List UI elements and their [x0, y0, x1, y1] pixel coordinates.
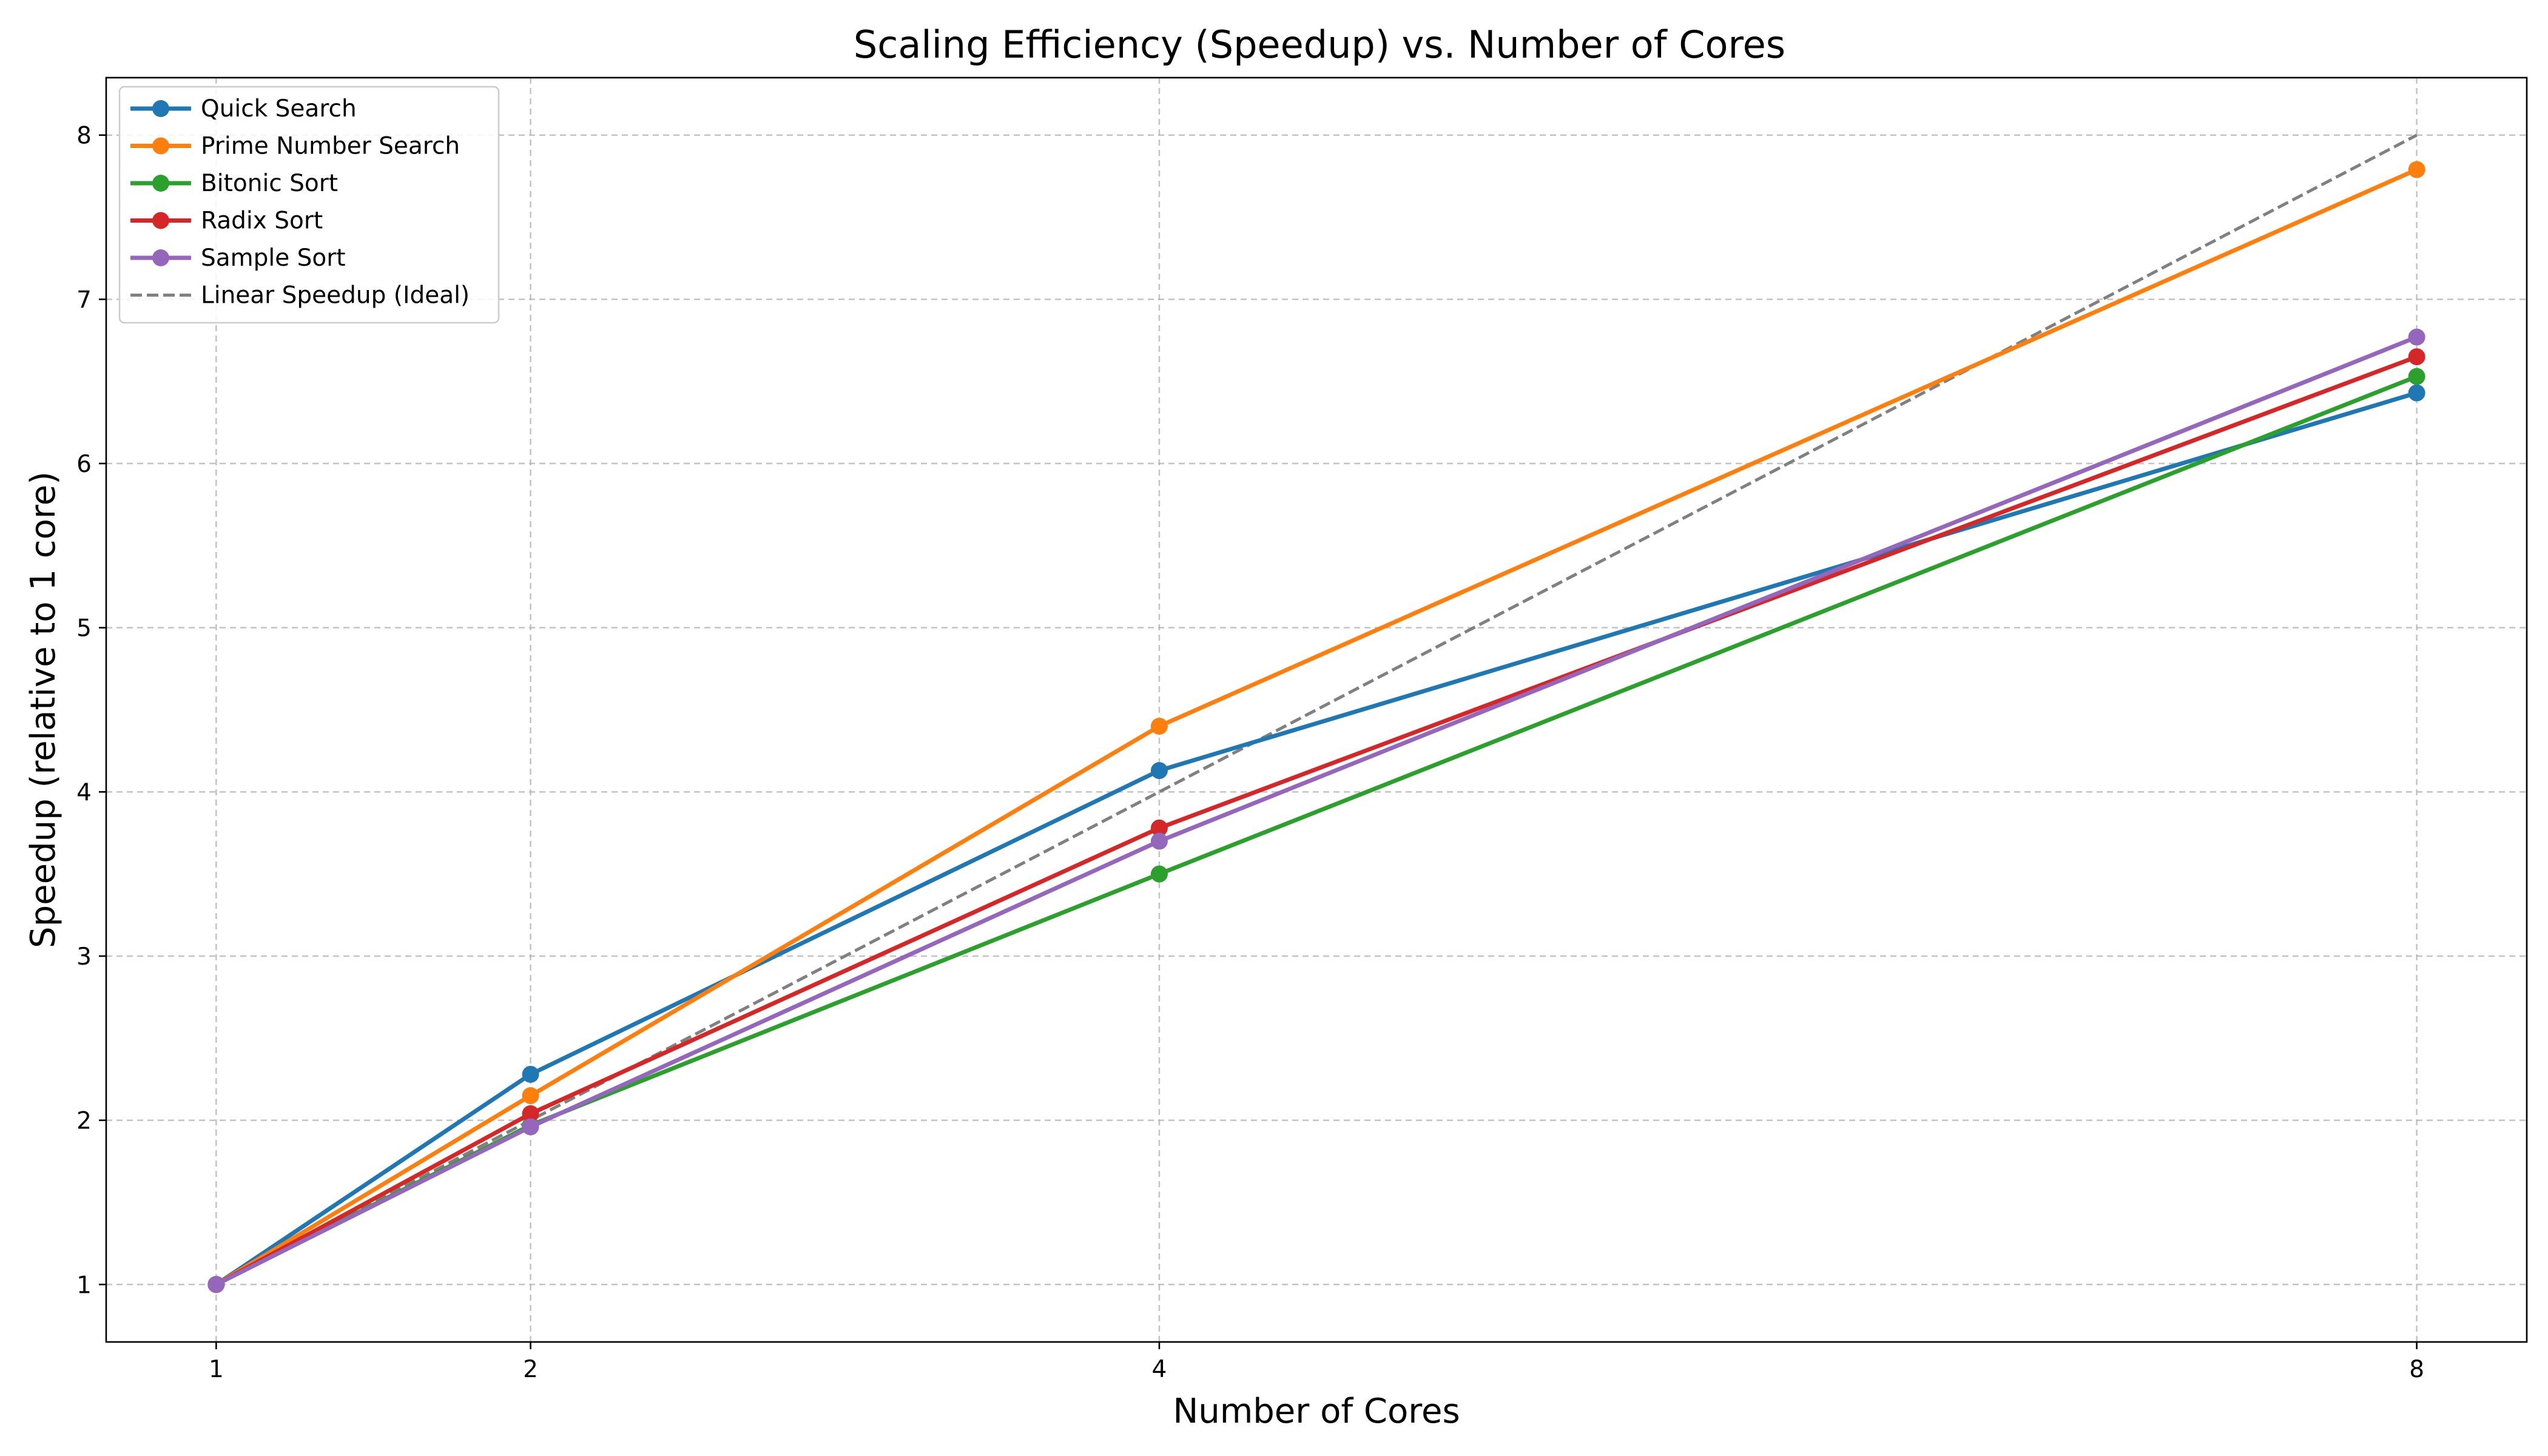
data-point	[2408, 348, 2425, 366]
legend-box	[118, 86, 500, 324]
y-tick-label: 4	[76, 779, 92, 806]
grid	[106, 78, 2527, 1342]
data-point	[2408, 368, 2425, 385]
y-tick-label: 2	[76, 1108, 92, 1135]
data-point	[522, 1087, 539, 1105]
x-tick-label: 2	[523, 1356, 538, 1383]
x-tick-label: 8	[2409, 1356, 2424, 1383]
series-line	[215, 374, 2418, 1287]
data-point	[522, 1118, 539, 1136]
series-bitonic-sort	[207, 368, 2425, 1293]
series-sample-sort	[207, 328, 2425, 1293]
series-line	[215, 335, 2418, 1287]
y-axis-label: Speedup (relative to 1 core)	[24, 471, 63, 948]
legend: Quick Search Prime Number Search Bitonic S…	[118, 86, 500, 324]
legend-label: Sample Sort	[201, 244, 346, 272]
data-point	[1150, 832, 1168, 850]
y-tick-label: 8	[76, 123, 92, 150]
data-point	[2408, 328, 2425, 346]
y-tick-label: 3	[76, 943, 92, 971]
data-point	[2408, 384, 2425, 402]
legend-marker	[152, 212, 169, 229]
series-line	[215, 354, 2418, 1287]
y-tick-label: 1	[76, 1272, 92, 1299]
series-line	[215, 391, 2418, 1287]
legend-marker	[152, 137, 169, 155]
legend-label: Radix Sort	[201, 207, 323, 235]
legend-item: Quick Search	[130, 95, 357, 123]
series-linear-speedup-ideal	[215, 133, 2418, 1286]
legend-label: Quick Search	[201, 95, 357, 123]
series-layer	[207, 133, 2425, 1293]
y-tick-label: 7	[76, 286, 92, 314]
legend-item: Bitonic Sort	[130, 170, 338, 197]
legend-item: Linear Speedup (Ideal)	[130, 282, 470, 309]
legend-marker	[152, 100, 169, 117]
legend-marker	[152, 175, 169, 192]
data-point	[1150, 819, 1168, 837]
data-point	[522, 1065, 539, 1083]
plot-frame	[105, 76, 2528, 1343]
y-tick-label: 5	[76, 615, 92, 642]
data-point	[522, 1105, 539, 1122]
chart-title: Scaling Efficiency (Speedup) vs. Number …	[854, 22, 1785, 67]
legend-item: Sample Sort	[130, 244, 346, 272]
data-point	[1150, 718, 1168, 735]
legend-marker	[152, 249, 169, 266]
x-axis-label: Number of Cores	[1173, 1392, 1460, 1431]
series-quick-search	[207, 384, 2425, 1293]
x-tick-label: 4	[1151, 1356, 1167, 1383]
legend-label: Prime Number Search	[201, 133, 460, 160]
data-point	[2408, 161, 2425, 178]
legend-item: Radix Sort	[130, 207, 323, 235]
x-tick-label: 1	[209, 1356, 224, 1383]
series-line	[215, 133, 2418, 1286]
legend-label: Bitonic Sort	[201, 170, 338, 197]
series-line	[215, 167, 2418, 1287]
data-point	[1150, 762, 1168, 780]
data-point	[207, 1276, 225, 1293]
legend-item: Prime Number Search	[130, 133, 460, 160]
data-point	[1150, 865, 1168, 883]
legend-label: Linear Speedup (Ideal)	[201, 282, 470, 309]
y-tick-label: 6	[76, 451, 92, 478]
